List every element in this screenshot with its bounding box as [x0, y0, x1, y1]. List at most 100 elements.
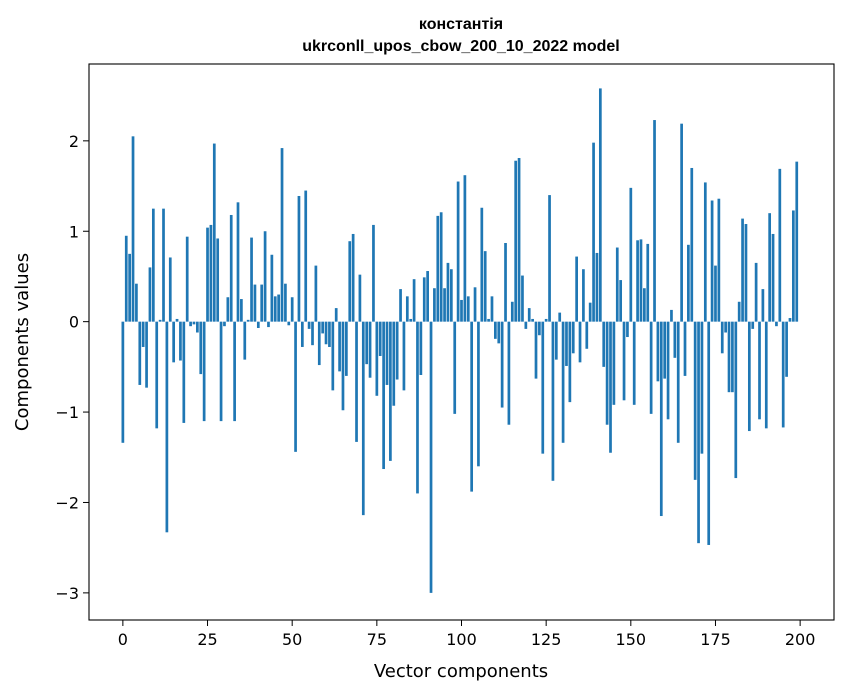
bar-component-124: [541, 321, 545, 454]
bar-component-7: [145, 321, 148, 388]
bar-component-120: [527, 308, 531, 322]
y-tick-label: 2: [69, 132, 79, 151]
bar-component-189: [761, 289, 765, 322]
bar-component-177: [720, 321, 724, 354]
bar-component-61: [328, 321, 331, 347]
bar-component-2: [128, 253, 131, 322]
bar-component-101: [463, 175, 467, 322]
bar-component-86: [412, 279, 416, 322]
bar-component-42: [263, 231, 267, 322]
bar-component-15: [172, 321, 176, 363]
bar-component-38: [250, 237, 253, 322]
x-tick-label: 0: [118, 630, 128, 649]
bar-component-176: [717, 198, 721, 322]
bar-component-116: [514, 160, 518, 322]
bar-component-173: [707, 321, 711, 545]
bar-component-95: [443, 288, 446, 322]
bar-component-45: [273, 296, 277, 322]
bar-component-142: [602, 321, 606, 367]
bars-group: [121, 88, 799, 593]
bar-component-174: [710, 200, 714, 322]
bar-component-66: [345, 321, 348, 376]
bar-component-11: [158, 319, 162, 322]
y-tick-label: 1: [69, 222, 79, 241]
bar-component-73: [368, 321, 372, 378]
bar-component-133: [571, 321, 575, 354]
bar-component-134: [575, 256, 578, 322]
bar-component-26: [209, 224, 213, 322]
bar-component-159: [659, 321, 663, 517]
x-axis-label: Vector components: [374, 661, 548, 682]
bar-component-55: [307, 321, 311, 329]
bar-component-54: [304, 190, 308, 322]
bar-component-108: [487, 318, 490, 322]
bar-component-181: [734, 321, 738, 479]
bar-component-63: [334, 308, 338, 322]
bar-component-191: [768, 213, 772, 322]
bar-component-197: [788, 318, 792, 322]
bar-component-37: [246, 319, 250, 322]
bar-component-0: [121, 321, 125, 443]
y-tick-label: −2: [55, 493, 79, 512]
bar-component-94: [439, 212, 443, 322]
bar-component-105: [477, 321, 480, 467]
bar-component-168: [690, 167, 694, 322]
bar-component-96: [446, 262, 450, 322]
bar-component-136: [582, 269, 585, 322]
bar-component-24: [202, 321, 206, 422]
bar-component-47: [280, 148, 284, 322]
bar-component-161: [666, 321, 670, 420]
bar-component-104: [473, 287, 477, 322]
bar-component-78: [385, 321, 389, 385]
bar-component-49: [287, 321, 291, 326]
bar-component-143: [605, 321, 609, 425]
bar-component-12: [162, 208, 165, 322]
bar-component-186: [751, 321, 755, 329]
bar-component-172: [703, 182, 707, 322]
y-tick-label: 0: [69, 313, 79, 332]
bar-component-184: [744, 224, 748, 322]
bar-component-87: [416, 321, 419, 494]
bar-component-13: [165, 321, 169, 533]
bar-component-89: [422, 277, 426, 322]
bar-component-156: [649, 321, 653, 414]
bar-component-144: [609, 321, 612, 453]
bar-component-182: [737, 301, 741, 322]
bar-component-40: [256, 321, 260, 328]
bar-component-132: [568, 321, 572, 403]
bar-component-169: [693, 321, 697, 480]
bar-component-20: [189, 321, 192, 327]
bar-component-111: [497, 321, 501, 344]
bar-component-31: [226, 297, 230, 322]
bar-component-167: [687, 244, 690, 322]
bar-component-106: [480, 207, 484, 322]
bar-component-32: [229, 214, 233, 322]
bar-component-79: [389, 321, 392, 461]
bar-component-41: [260, 284, 264, 322]
bar-component-62: [331, 321, 335, 391]
x-axis-ticks: 0 25 50 75 100 125 150 175 200: [118, 620, 815, 649]
bar-component-90: [426, 271, 429, 322]
bar-component-80: [392, 321, 396, 406]
bar-component-28: [216, 238, 220, 322]
bar-component-81: [395, 321, 399, 380]
bar-component-146: [615, 247, 619, 322]
bar-component-93: [436, 215, 440, 322]
bar-component-110: [494, 321, 497, 339]
bar-component-30: [223, 321, 226, 327]
bar-component-44: [270, 254, 274, 322]
bar-component-119: [524, 321, 528, 329]
bar-component-122: [534, 321, 538, 379]
bar-component-103: [470, 321, 474, 492]
bar-component-16: [175, 318, 179, 322]
bar-component-65: [341, 321, 345, 411]
bar-component-164: [676, 321, 680, 443]
bar-component-198: [792, 210, 795, 322]
bar-component-180: [731, 321, 734, 393]
bar-component-68: [351, 233, 355, 322]
x-tick-label: 75: [367, 630, 387, 649]
bar-component-48: [284, 283, 287, 322]
bar-component-64: [338, 321, 341, 372]
bar-component-8: [148, 267, 152, 322]
